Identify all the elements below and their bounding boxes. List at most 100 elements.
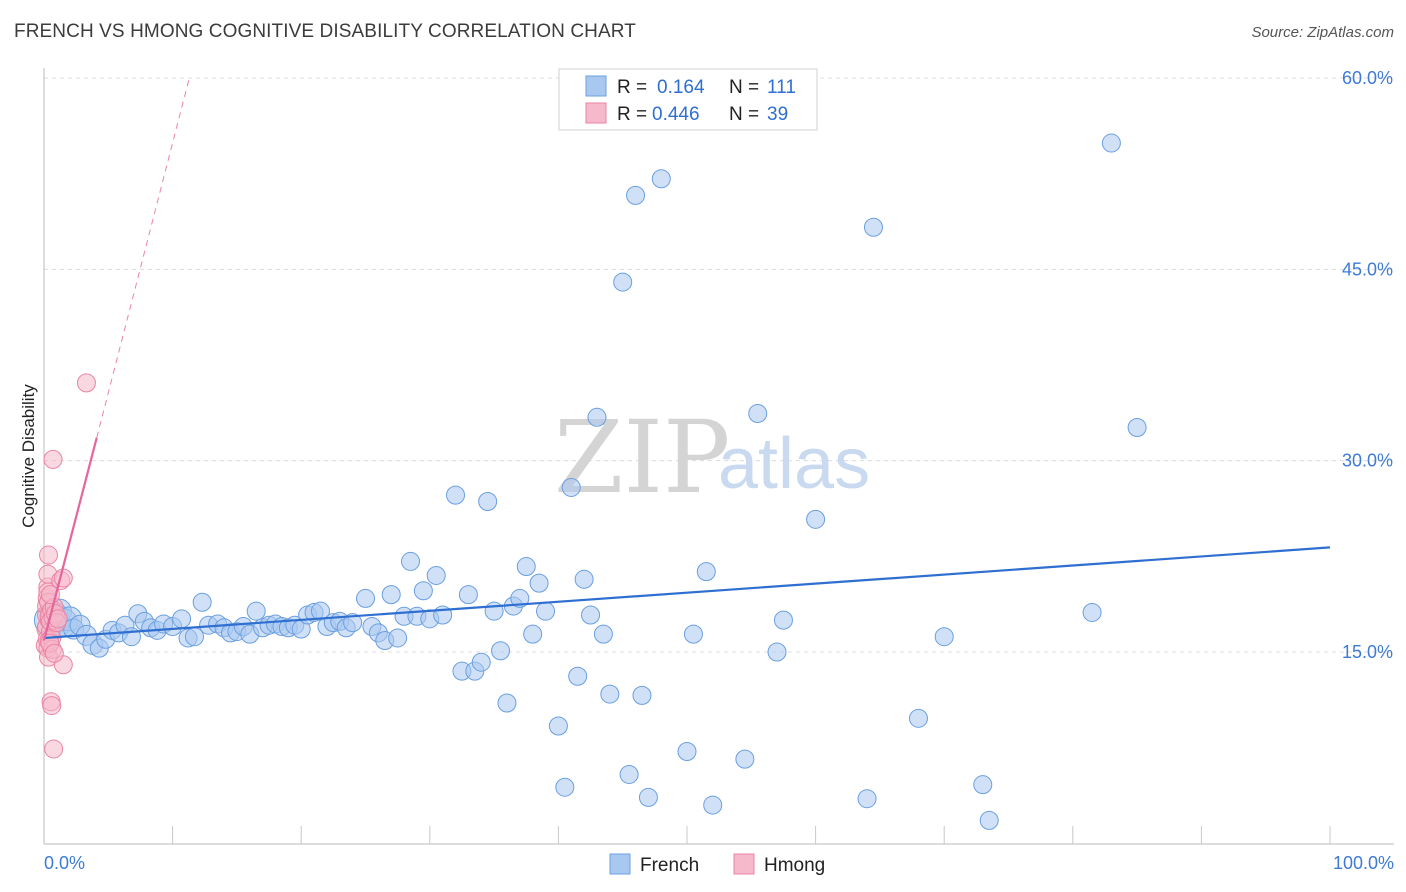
french-point: [1101, 133, 1121, 153]
french-point: [767, 642, 787, 662]
watermark-atlas: atlas: [718, 424, 870, 504]
french-point: [703, 795, 723, 815]
x-tick-label-min: 0.0%: [44, 853, 85, 873]
hmong-points: [35, 373, 96, 759]
hmong-point: [39, 545, 59, 565]
french-point: [446, 485, 466, 505]
french-point: [497, 693, 517, 713]
french-point: [651, 169, 671, 189]
y-axis-label: Cognitive Disability: [19, 384, 38, 528]
french-point: [1127, 418, 1147, 438]
hmong-trend-line: [42, 437, 98, 641]
french-point: [587, 407, 607, 427]
french-point: [343, 613, 363, 633]
axes-layer: [43, 68, 1394, 845]
legend-n-label-french: N =: [729, 77, 759, 98]
hmong-point: [53, 568, 73, 588]
legend-swatch-hmong: [585, 102, 607, 124]
french-point: [1082, 602, 1102, 622]
hmong-point: [42, 696, 62, 716]
french-point: [510, 588, 530, 608]
french-point: [934, 627, 954, 647]
trend-lines: [42, 77, 1331, 641]
french-point: [401, 551, 421, 571]
french-point: [581, 605, 601, 625]
bottom-legend-label-french: French: [640, 855, 699, 876]
french-point: [735, 749, 755, 769]
french-point: [626, 185, 646, 205]
french-point: [773, 610, 793, 630]
hmong-point: [76, 373, 96, 393]
french-point: [638, 787, 658, 807]
legend: R = 0.164 N = 111 R = 0.446 N = 39: [558, 68, 818, 131]
french-point: [516, 557, 536, 577]
bottom-legend-swatch-french: [609, 853, 631, 875]
watermark-zip: ZIP: [554, 399, 730, 516]
legend-r-value-french: 0.164: [657, 77, 705, 98]
hmong-trend-extension: [96, 77, 190, 438]
legend-n-value-french: 111: [767, 77, 796, 98]
y-tick-label: 15.0%: [1342, 642, 1393, 662]
x-tick-labels: 0.0% 100.0%: [44, 853, 1394, 873]
french-point: [806, 509, 826, 529]
french-point: [683, 624, 703, 644]
french-point: [979, 810, 999, 830]
legend-swatch-french: [585, 75, 607, 97]
bottom-legend-label-hmong: Hmong: [764, 855, 825, 876]
french-point: [696, 562, 716, 582]
french-point: [529, 573, 549, 593]
french-point: [491, 641, 511, 661]
y-tick-labels: 15.0% 30.0% 45.0% 60.0%: [1342, 68, 1393, 662]
legend-n-label-hmong: N =: [729, 104, 759, 125]
chart-title: FRENCH VS HMONG COGNITIVE DISABILITY COR…: [14, 21, 636, 42]
y-tick-label: 60.0%: [1342, 68, 1393, 88]
french-point: [536, 601, 556, 621]
french-point: [568, 666, 588, 686]
x-tick-label-max: 100.0%: [1333, 853, 1394, 873]
french-point: [677, 741, 697, 761]
french-point: [548, 716, 568, 736]
french-point: [555, 777, 575, 797]
french-point: [356, 588, 375, 608]
french-point: [426, 565, 446, 585]
french-point: [908, 708, 928, 728]
y-tick-label: 30.0%: [1342, 451, 1393, 471]
french-point: [478, 491, 498, 511]
chart-source: Source: ZipAtlas.com: [1251, 24, 1394, 41]
french-point: [748, 403, 768, 423]
bottom-legend: French Hmong: [609, 853, 825, 876]
legend-r-label-french: R =: [617, 77, 647, 98]
watermark: ZIP atlas: [554, 399, 870, 516]
hmong-point: [43, 449, 63, 469]
french-point: [388, 628, 408, 648]
french-point: [863, 217, 883, 237]
french-point: [574, 569, 594, 589]
french-point: [381, 585, 401, 605]
french-trend-line: [43, 546, 1331, 640]
french-point: [857, 789, 877, 809]
french-point: [192, 592, 212, 612]
bottom-legend-swatch-hmong: [733, 853, 755, 875]
grid-layer: [44, 77, 1394, 653]
french-point: [246, 601, 266, 621]
french-point: [600, 684, 620, 704]
french-point: [561, 477, 581, 497]
french-point: [632, 685, 652, 705]
french-point: [458, 585, 478, 605]
hmong-point: [44, 643, 64, 663]
french-point: [619, 764, 639, 784]
french-point: [523, 624, 543, 644]
legend-n-value-hmong: 39: [767, 104, 788, 125]
legend-r-value-hmong: 0.446: [652, 104, 700, 125]
french-point: [593, 624, 613, 644]
french-point: [413, 581, 433, 601]
hmong-point: [44, 739, 64, 759]
french-point: [613, 272, 633, 292]
legend-r-label-hmong: R =: [617, 104, 647, 125]
x-tick-marks: [172, 826, 1331, 844]
french-point: [471, 652, 491, 672]
y-tick-label: 45.0%: [1342, 259, 1393, 279]
french-point: [172, 609, 192, 629]
french-point: [973, 775, 993, 795]
